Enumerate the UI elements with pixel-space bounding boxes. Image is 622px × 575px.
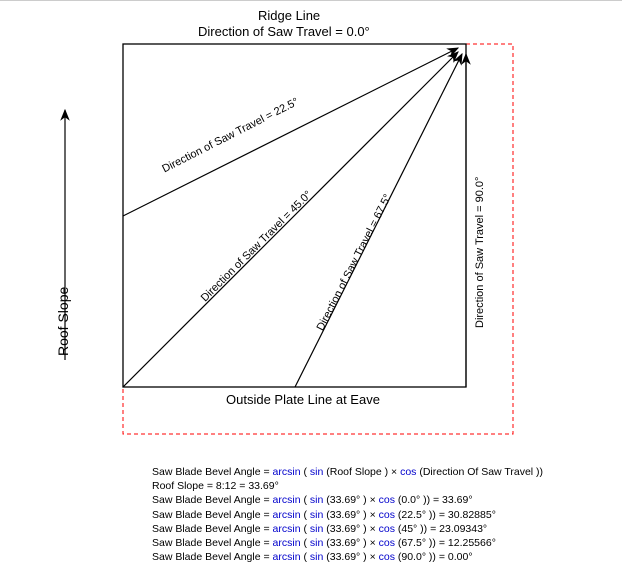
formula-row: Saw Blade Bevel Angle = arcsin ( sin (33… bbox=[152, 550, 543, 564]
eave-label: Outside Plate Line at Eave bbox=[226, 392, 380, 407]
dir-label-90: Direction of Saw Travel = 90.0° bbox=[474, 177, 486, 328]
formula-row: Saw Blade Bevel Angle = arcsin ( sin (33… bbox=[152, 493, 543, 507]
formula-row: Saw Blade Bevel Angle = arcsin ( sin (33… bbox=[152, 536, 543, 550]
formula-general: Saw Blade Bevel Angle = arcsin ( sin (Ro… bbox=[152, 465, 543, 479]
diagram-container: Ridge Line Direction of Saw Travel = 0.0… bbox=[0, 0, 622, 575]
formula-row: Saw Blade Bevel Angle = arcsin ( sin (33… bbox=[152, 508, 543, 522]
formula-block: Saw Blade Bevel Angle = arcsin ( sin (Ro… bbox=[152, 465, 543, 564]
formula-row: Saw Blade Bevel Angle = arcsin ( sin (33… bbox=[152, 522, 543, 536]
diagram-svg bbox=[0, 0, 622, 460]
formula-rows: Saw Blade Bevel Angle = arcsin ( sin (33… bbox=[152, 493, 543, 564]
formula-slope: Roof Slope = 8:12 = 33.69° bbox=[152, 479, 543, 493]
roof-slope-axis-label: Roof Slope bbox=[55, 287, 71, 356]
